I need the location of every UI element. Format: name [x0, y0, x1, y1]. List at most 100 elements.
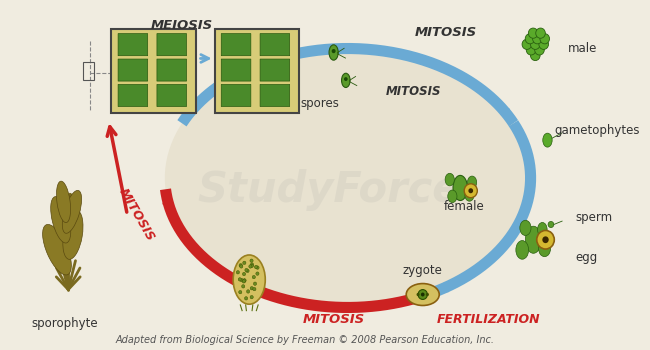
Ellipse shape: [239, 290, 242, 294]
Ellipse shape: [542, 236, 549, 243]
FancyBboxPatch shape: [157, 34, 187, 56]
FancyBboxPatch shape: [118, 59, 148, 81]
FancyBboxPatch shape: [260, 59, 290, 81]
Ellipse shape: [329, 45, 338, 60]
Ellipse shape: [250, 259, 253, 262]
Ellipse shape: [242, 261, 246, 265]
Ellipse shape: [245, 268, 248, 272]
Ellipse shape: [522, 39, 532, 49]
Ellipse shape: [539, 39, 549, 49]
Ellipse shape: [250, 295, 254, 299]
Ellipse shape: [538, 223, 547, 237]
Ellipse shape: [467, 176, 476, 189]
FancyBboxPatch shape: [157, 59, 187, 81]
Ellipse shape: [250, 287, 254, 290]
Ellipse shape: [406, 284, 439, 306]
Ellipse shape: [525, 226, 541, 253]
Ellipse shape: [43, 224, 72, 275]
Ellipse shape: [417, 293, 420, 296]
Ellipse shape: [165, 49, 530, 307]
Ellipse shape: [254, 265, 257, 269]
Text: female: female: [443, 200, 484, 214]
Ellipse shape: [418, 289, 428, 300]
FancyBboxPatch shape: [221, 34, 251, 56]
Ellipse shape: [532, 34, 542, 44]
Ellipse shape: [239, 264, 242, 267]
FancyBboxPatch shape: [118, 34, 148, 56]
Ellipse shape: [237, 271, 239, 274]
Ellipse shape: [254, 282, 257, 285]
Text: spores: spores: [300, 97, 339, 110]
Text: MITOSIS: MITOSIS: [302, 313, 365, 326]
Ellipse shape: [548, 222, 554, 228]
Ellipse shape: [242, 285, 245, 288]
Ellipse shape: [246, 269, 249, 273]
Ellipse shape: [62, 190, 82, 233]
Ellipse shape: [448, 190, 457, 203]
Ellipse shape: [445, 173, 454, 186]
Text: FERTILIZATION: FERTILIZATION: [437, 313, 540, 326]
Ellipse shape: [244, 297, 248, 300]
Text: sperm: sperm: [576, 211, 613, 224]
Ellipse shape: [249, 265, 252, 268]
Ellipse shape: [242, 280, 245, 283]
Ellipse shape: [530, 50, 540, 61]
Ellipse shape: [240, 265, 243, 268]
Text: male: male: [568, 42, 597, 55]
Ellipse shape: [538, 240, 551, 257]
Ellipse shape: [250, 263, 254, 266]
Ellipse shape: [252, 275, 255, 279]
FancyBboxPatch shape: [221, 84, 251, 106]
Ellipse shape: [536, 28, 545, 38]
Ellipse shape: [543, 133, 552, 147]
Ellipse shape: [233, 255, 265, 304]
Ellipse shape: [63, 210, 83, 259]
FancyBboxPatch shape: [221, 59, 251, 81]
Text: zygote: zygote: [403, 264, 443, 276]
Ellipse shape: [250, 264, 254, 267]
FancyBboxPatch shape: [260, 34, 290, 56]
Text: gametophytes: gametophytes: [554, 124, 640, 137]
Ellipse shape: [242, 279, 246, 282]
Ellipse shape: [256, 266, 259, 269]
Ellipse shape: [525, 34, 535, 44]
Ellipse shape: [537, 230, 554, 249]
Text: MITOSIS: MITOSIS: [415, 26, 477, 38]
FancyBboxPatch shape: [118, 84, 148, 106]
Ellipse shape: [516, 240, 528, 259]
Ellipse shape: [421, 293, 424, 296]
Ellipse shape: [528, 28, 538, 38]
Ellipse shape: [246, 290, 250, 293]
FancyBboxPatch shape: [214, 29, 299, 113]
Text: MITOSIS: MITOSIS: [116, 186, 157, 244]
Ellipse shape: [341, 73, 350, 88]
Ellipse shape: [238, 278, 241, 281]
Text: sporophyte: sporophyte: [31, 317, 98, 330]
Ellipse shape: [535, 45, 544, 55]
Ellipse shape: [332, 49, 335, 53]
Ellipse shape: [240, 279, 243, 282]
Ellipse shape: [530, 39, 540, 49]
Ellipse shape: [540, 34, 549, 44]
Ellipse shape: [520, 220, 531, 236]
Ellipse shape: [465, 189, 474, 201]
Ellipse shape: [57, 181, 71, 223]
Ellipse shape: [51, 197, 71, 243]
Ellipse shape: [253, 287, 256, 291]
Text: egg: egg: [576, 251, 598, 264]
Text: StudyForce: StudyForce: [197, 169, 461, 211]
Ellipse shape: [243, 279, 246, 282]
Ellipse shape: [242, 272, 246, 276]
Ellipse shape: [256, 272, 259, 275]
Text: Adapted from Biological Science by Freeman © 2008 Pearson Education, Inc.: Adapted from Biological Science by Freem…: [116, 335, 495, 345]
FancyBboxPatch shape: [111, 29, 196, 113]
Ellipse shape: [464, 184, 477, 198]
Text: MITOSIS: MITOSIS: [385, 85, 441, 98]
Ellipse shape: [453, 175, 467, 201]
FancyBboxPatch shape: [260, 84, 290, 106]
Ellipse shape: [526, 45, 536, 55]
FancyBboxPatch shape: [157, 84, 187, 106]
Text: MEIOSIS: MEIOSIS: [151, 19, 213, 32]
Ellipse shape: [426, 293, 429, 296]
Ellipse shape: [344, 77, 348, 81]
